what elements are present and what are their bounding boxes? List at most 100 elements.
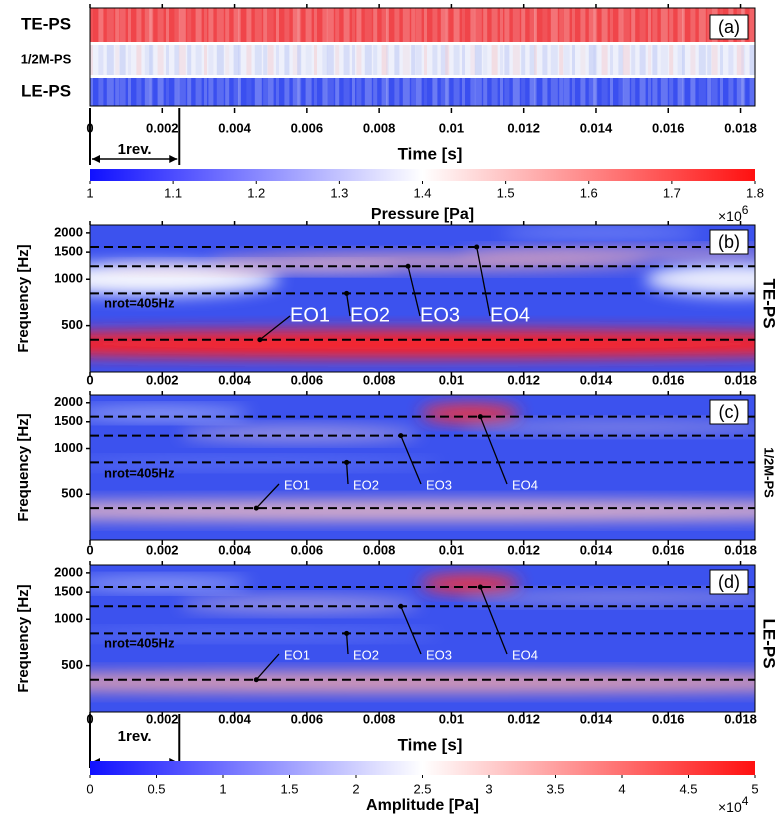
- strip-texture: [297, 78, 302, 106]
- strip-texture: [669, 78, 674, 106]
- strip-texture: [491, 8, 498, 42]
- strip-texture: [593, 8, 598, 42]
- x-tick-label: 0: [86, 542, 93, 557]
- strip-texture: [174, 8, 180, 42]
- rotation-label: nrot=405Hz: [104, 295, 175, 310]
- strip-texture: [424, 78, 427, 106]
- strip-texture: [453, 8, 460, 42]
- strip-texture: [424, 45, 427, 75]
- strip-texture: [529, 45, 536, 75]
- strip-texture: [386, 8, 389, 42]
- strip-texture: [305, 45, 312, 75]
- annotation-point: [398, 603, 404, 609]
- strip-texture: [106, 8, 114, 42]
- x-tick-label: 0.004: [218, 120, 251, 135]
- strip-texture: [373, 8, 378, 42]
- strip-texture: [276, 8, 279, 42]
- strip-texture: [500, 45, 503, 75]
- strip-texture: [749, 78, 756, 106]
- x-tick-label: 0.006: [291, 372, 324, 387]
- strip-texture: [204, 8, 207, 42]
- strip-texture: [297, 45, 302, 75]
- heatmap-blob: [645, 263, 755, 296]
- strip-texture: [373, 45, 378, 75]
- x-tick-label: 0.016: [652, 711, 685, 726]
- strip-texture: [580, 78, 586, 106]
- strip-texture: [610, 78, 613, 106]
- x-tick-label: 0.018: [724, 711, 757, 726]
- colorbar-tick-label: 1.4: [413, 185, 431, 200]
- strip-texture: [500, 8, 503, 42]
- panel-label-bg: [709, 569, 749, 595]
- strip-texture: [322, 8, 328, 42]
- strip-texture: [305, 78, 312, 106]
- strip-texture: [622, 45, 630, 75]
- strip-texture: [593, 45, 598, 75]
- x-tick-label: 0.016: [652, 542, 685, 557]
- rev-label: 1rev.: [118, 728, 152, 745]
- strip-texture: [618, 45, 624, 75]
- strip-texture: [386, 78, 389, 106]
- strip-texture: [698, 78, 706, 106]
- annotation-leader: [407, 266, 421, 317]
- heatmap: [90, 395, 755, 540]
- strip-texture: [521, 78, 526, 106]
- strip-texture: [343, 8, 350, 42]
- rev-label: 1rev.: [118, 141, 152, 158]
- strip-texture: [90, 78, 93, 106]
- strip-texture: [238, 78, 241, 106]
- x-tick-label: 0.018: [724, 542, 757, 557]
- x-tick-label: 0.008: [363, 542, 396, 557]
- strip-texture: [128, 45, 131, 75]
- strip-texture: [601, 45, 608, 75]
- strip-texture: [381, 78, 388, 106]
- strip-texture: [322, 78, 328, 106]
- strip-texture: [690, 45, 696, 75]
- y-tick-label: 1000: [54, 440, 83, 455]
- strip-texture: [195, 45, 202, 75]
- strip-texture: [690, 78, 696, 106]
- annotation-leader: [345, 633, 349, 655]
- strip-texture: [462, 8, 465, 42]
- multiplier-exp: 4: [742, 794, 749, 808]
- strip-texture: [580, 8, 586, 42]
- y-axis-title: Frequency [Hz]: [15, 584, 32, 692]
- strip-texture: [326, 78, 334, 106]
- x-tick-label: 0.016: [652, 372, 685, 387]
- strip-texture: [690, 8, 696, 42]
- strip-texture: [411, 45, 416, 75]
- strip-texture: [411, 8, 416, 42]
- strip-texture: [631, 8, 636, 42]
- strip-texture: [322, 45, 328, 75]
- side-label: 1/2M-PS: [762, 447, 777, 498]
- panel-label: (b): [718, 232, 740, 252]
- y-tick-label: 1500: [54, 244, 83, 259]
- strip-texture: [208, 8, 214, 42]
- strip-texture: [174, 78, 180, 106]
- strip-texture: [610, 45, 613, 75]
- annotation-point: [344, 630, 350, 636]
- strip-texture: [563, 45, 570, 75]
- strip-texture: [326, 8, 334, 42]
- strip-texture: [364, 78, 372, 106]
- x-tick-label: 0.014: [580, 120, 613, 135]
- strip-texture: [504, 78, 510, 106]
- x-tick-label: 0.014: [580, 372, 613, 387]
- strip-texture: [698, 8, 706, 42]
- colorbar-tick-label: 1.3: [330, 185, 348, 200]
- strip-texture: [491, 45, 498, 75]
- strip-texture: [136, 78, 142, 106]
- strip-texture: [415, 45, 422, 75]
- strip-texture: [314, 78, 317, 106]
- colorbar-tick-label: 1: [86, 185, 93, 200]
- strip-texture: [335, 45, 340, 75]
- strip-texture: [542, 8, 548, 42]
- strip-texture: [550, 78, 558, 106]
- strip-texture: [335, 78, 340, 106]
- strip-texture: [276, 45, 279, 75]
- strip-texture: [483, 78, 488, 106]
- annotation-label: EO3: [426, 477, 452, 492]
- strip-texture: [432, 78, 438, 106]
- x-tick-label: 0.006: [291, 542, 324, 557]
